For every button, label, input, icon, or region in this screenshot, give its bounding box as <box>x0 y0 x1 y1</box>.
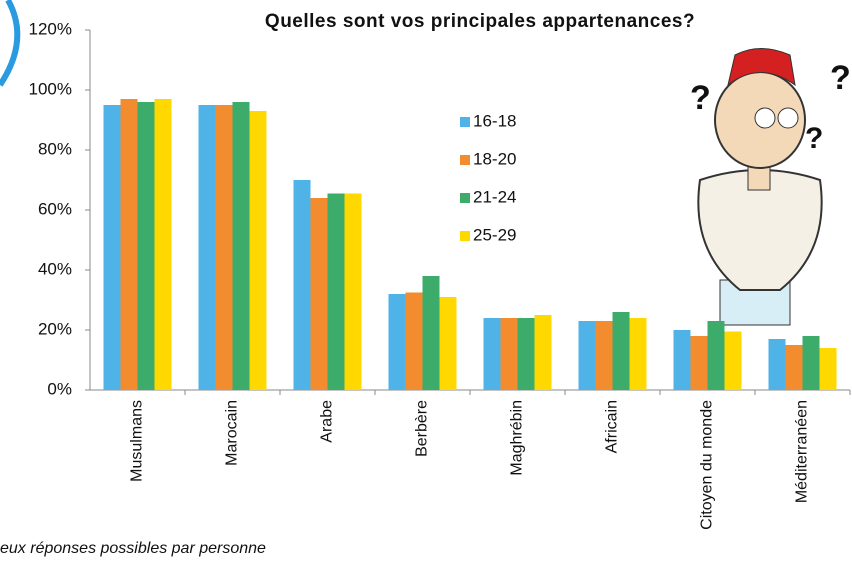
bar <box>768 339 786 390</box>
bar <box>215 105 233 390</box>
bar <box>690 336 708 390</box>
cartoon: ? ? ? <box>690 48 851 326</box>
bar <box>249 111 267 390</box>
legend-label: 16-18 <box>473 111 516 130</box>
bar <box>405 292 423 390</box>
bar <box>517 318 535 390</box>
bar <box>293 180 311 390</box>
bar <box>310 198 328 390</box>
bar <box>500 318 518 390</box>
question-mark: ? <box>690 79 711 117</box>
bar <box>103 105 121 390</box>
bar <box>422 276 440 390</box>
question-mark: ? <box>830 59 851 97</box>
legend-label: 21-24 <box>473 187 516 206</box>
bar <box>439 297 457 390</box>
bar <box>785 345 803 390</box>
bar <box>724 331 742 390</box>
legend-label: 25-29 <box>473 225 516 244</box>
bar <box>154 99 172 390</box>
x-tick-label: Marocain <box>224 400 241 466</box>
bar <box>612 312 630 390</box>
question-mark: ? <box>805 122 823 155</box>
bar <box>232 102 250 390</box>
bar <box>137 102 155 390</box>
bar <box>578 321 596 390</box>
y-tick-label: 100% <box>29 79 72 98</box>
x-tick-label: Méditerranéen <box>794 400 811 503</box>
legend-swatch <box>460 155 470 165</box>
decor-arc <box>0 0 21 87</box>
x-tick-label: Citoyen du monde <box>699 400 716 530</box>
bar <box>344 193 362 390</box>
chart-title: Quelles sont vos principales appartenanc… <box>265 11 695 32</box>
legend-label: 18-20 <box>473 149 516 168</box>
bar <box>629 318 647 390</box>
y-tick-label: 120% <box>29 19 72 38</box>
y-tick-label: 60% <box>38 199 72 218</box>
bar <box>707 321 725 390</box>
x-tick-label: Arabe <box>319 400 336 443</box>
legend-swatch <box>460 193 470 203</box>
bar <box>327 193 345 390</box>
bar <box>673 330 691 390</box>
legend-swatch <box>460 231 470 241</box>
bar <box>534 315 552 390</box>
bar <box>198 105 216 390</box>
x-tick-label: Maghrébin <box>509 400 526 476</box>
x-tick-label: Africain <box>604 400 621 453</box>
y-tick-label: 20% <box>38 319 72 338</box>
y-tick-label: 40% <box>38 259 72 278</box>
footnote: eux réponses possibles par personne <box>0 540 266 557</box>
bar <box>483 318 501 390</box>
bar <box>120 99 138 390</box>
bar <box>595 321 613 390</box>
legend-swatch <box>460 117 470 127</box>
bar <box>802 336 820 390</box>
y-tick-label: 0% <box>47 379 72 398</box>
bar <box>819 348 837 390</box>
y-tick-label: 80% <box>38 139 72 158</box>
x-tick-label: Musulmans <box>129 400 146 482</box>
x-tick-label: Berbère <box>414 400 431 457</box>
bar <box>388 294 406 390</box>
